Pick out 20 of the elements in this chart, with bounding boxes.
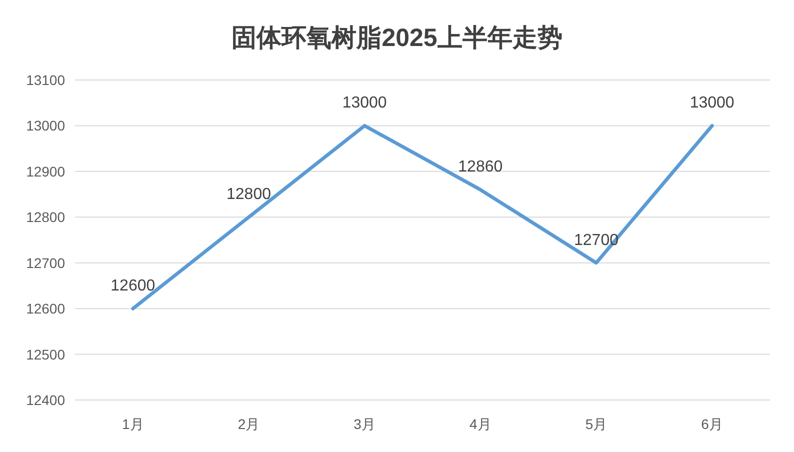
y-tick-label: 13100 xyxy=(26,72,66,88)
x-tick-label: 5月 xyxy=(585,416,608,432)
data-label: 13000 xyxy=(342,94,387,112)
data-label: 13000 xyxy=(690,94,734,112)
x-tick-label: 1月 xyxy=(122,416,144,432)
data-label: 12860 xyxy=(458,158,503,176)
x-tick-label: 4月 xyxy=(470,416,492,432)
x-tick-label: 6月 xyxy=(701,416,723,432)
y-tick-label: 12700 xyxy=(26,254,66,271)
x-tick-label: 3月 xyxy=(354,416,376,432)
data-label: 12800 xyxy=(226,186,272,204)
y-tick-label: 12600 xyxy=(26,300,66,317)
x-tick-label: 2月 xyxy=(238,416,260,432)
data-label: 12600 xyxy=(110,278,156,295)
y-tick-label: 12500 xyxy=(26,346,66,362)
chart-title: 固体环氧树脂2025上半年走势 xyxy=(232,24,562,52)
y-tick-label: 13000 xyxy=(26,118,66,134)
y-tick-label: 12400 xyxy=(26,392,66,408)
y-tick-label: 12800 xyxy=(26,209,66,226)
y-tick-label: 12900 xyxy=(26,163,66,180)
